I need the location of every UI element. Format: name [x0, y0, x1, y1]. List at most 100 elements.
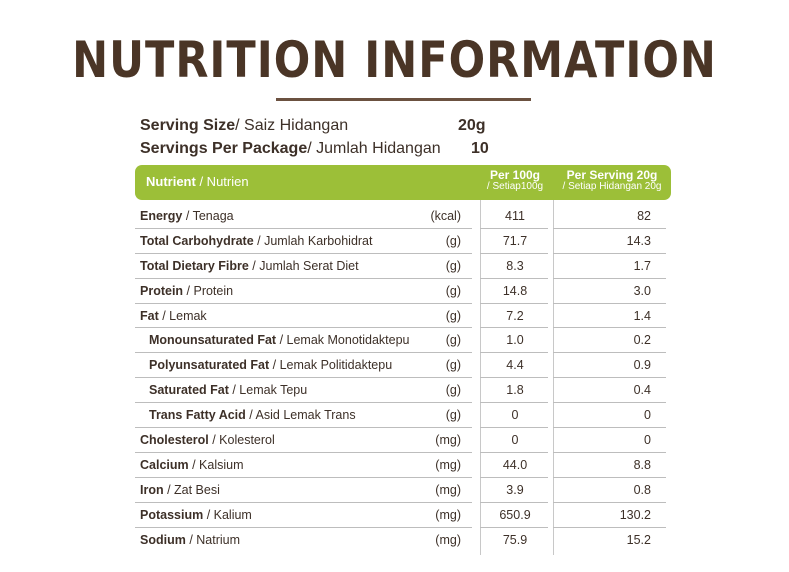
- servings-per-package-label: Servings Per Package: [140, 140, 308, 157]
- per100g-value: 0: [511, 433, 519, 448]
- nutrient-name: Total Carbohydrate / Jumlah Karbohidrat: [140, 234, 372, 248]
- nutrient-name-bold: Cholesterol: [140, 433, 209, 448]
- perserving-value: 82: [637, 209, 651, 223]
- table-row: Energy / Tenaga (kcal) 411 82: [135, 204, 671, 229]
- row-divider: [480, 402, 548, 404]
- nutrient-name-bold: Trans Fatty Acid: [149, 408, 246, 423]
- per100g-value: 8.3: [506, 258, 524, 273]
- row-divider: [553, 252, 666, 254]
- row-divider: [135, 526, 472, 528]
- nutrient-header-translation: / Nutrien: [195, 174, 249, 189]
- row-divider: [480, 501, 548, 503]
- row-divider: [480, 427, 548, 429]
- row-divider: [135, 277, 472, 279]
- row-divider: [480, 476, 548, 478]
- row-divider: [553, 501, 666, 503]
- row-divider: [135, 252, 472, 254]
- nutrient-name-translation: / Protein: [183, 283, 234, 298]
- per100g-value: 75.9: [502, 532, 528, 547]
- nutrient-header-label: Nutrient: [146, 174, 196, 189]
- perserving-value: 14.3: [626, 233, 651, 248]
- perserving-column-header: Per Serving 20g / Setiap Hidangan 20g: [553, 169, 671, 193]
- per100g-column-header: Per 100g / Setiap100g: [480, 169, 550, 193]
- nutrient-name-bold: Iron: [140, 482, 164, 497]
- nutrient-name-translation: / Kalsium: [188, 457, 244, 472]
- nutrient-name-bold: Potassium: [140, 507, 204, 522]
- table-row: Total Dietary Fibre / Jumlah Serat Diet (…: [135, 254, 671, 279]
- servings-per-package-value: 10: [471, 140, 489, 157]
- row-divider: [135, 501, 472, 503]
- table-row: Calcium / Kalsium (mg) 44.0 8.8: [135, 453, 671, 478]
- nutrient-name-translation: / Kolesterol: [208, 433, 275, 448]
- per100g-value: 411: [505, 209, 525, 223]
- nutrient-name-translation: / Jumlah Karbohidrat: [253, 233, 373, 248]
- row-divider: [553, 427, 666, 429]
- row-divider: [480, 526, 548, 528]
- table-row: Iron / Zat Besi (mg) 3.9 0.8: [135, 478, 671, 503]
- nutrient-unit: (mg): [435, 433, 461, 448]
- per100g-value: 3.9: [506, 482, 524, 497]
- nutrient-unit: (mg): [435, 482, 461, 497]
- serving-size-label-translation: / Saiz Hidangan: [235, 117, 349, 134]
- nutrient-unit: (g): [445, 308, 461, 323]
- row-divider: [553, 402, 666, 404]
- nutrient-unit: (mg): [435, 457, 461, 472]
- nutrient-unit: (g): [445, 233, 461, 248]
- nutrient-unit: (g): [445, 358, 461, 373]
- row-divider: [135, 227, 472, 229]
- nutrient-name: Fat / Lemak: [140, 309, 207, 323]
- nutrient-name-translation: / Jumlah Serat Diet: [248, 258, 359, 273]
- nutrient-name: Potassium / Kalium: [140, 508, 252, 522]
- nutrient-name-bold: Calcium: [140, 457, 189, 472]
- per100g-value: 14.8: [502, 283, 528, 298]
- nutrient-unit: (g): [445, 258, 461, 273]
- per100g-value: 44.0: [502, 457, 528, 472]
- nutrient-name: Trans Fatty Acid / Asid Lemak Trans: [149, 408, 356, 422]
- perserving-value: 0: [644, 433, 651, 448]
- row-divider: [553, 451, 666, 453]
- nutrient-name-translation: / Tenaga: [182, 209, 234, 223]
- perserving-header-translation: / Setiap Hidangan 20g: [562, 181, 662, 192]
- row-divider: [480, 352, 548, 354]
- nutrient-name-bold: Saturated Fat: [149, 383, 229, 398]
- perserving-value: 0.9: [633, 358, 651, 373]
- row-divider: [480, 451, 548, 453]
- per100g-value: 650.9: [499, 507, 531, 522]
- nutrient-name: Energy / Tenaga: [140, 209, 234, 223]
- nutrient-name-translation: / Kalium: [203, 507, 252, 522]
- row-divider: [480, 227, 548, 229]
- row-divider: [480, 277, 548, 279]
- table-row: Total Carbohydrate / Jumlah Karbohidrat (…: [135, 229, 671, 254]
- table-row: Fat / Lemak (g) 7.2 1.4: [135, 304, 671, 329]
- per100g-value: 4.4: [506, 358, 524, 373]
- nutrient-name-bold: Total Dietary Fibre: [140, 258, 249, 273]
- nutrient-unit: (mg): [435, 532, 461, 547]
- table-header: Nutrient / Nutrien Per 100g / Setiap100g…: [135, 165, 671, 200]
- row-divider: [480, 252, 548, 254]
- nutrient-name-translation: / Lemak Politidaktepu: [269, 358, 393, 373]
- row-divider: [135, 377, 472, 379]
- row-divider: [553, 277, 666, 279]
- perserving-value: 1.7: [633, 258, 651, 273]
- row-divider: [553, 377, 666, 379]
- perserving-value: 0.2: [633, 333, 651, 348]
- perserving-value: 0: [644, 408, 651, 423]
- nutrient-name-bold: Fat: [140, 308, 159, 323]
- row-divider: [480, 302, 548, 304]
- row-divider: [135, 402, 472, 404]
- row-divider: [135, 302, 472, 304]
- perserving-value: 3.0: [633, 283, 651, 298]
- nutrient-unit: (g): [445, 283, 461, 298]
- serving-size: Serving Size/ Saiz Hidangan 20g: [140, 117, 486, 135]
- perserving-value: 0.4: [633, 383, 651, 398]
- row-divider: [553, 227, 666, 229]
- row-divider: [553, 302, 666, 304]
- table-row: Monounsaturated Fat / Lemak Monotidaktep…: [135, 328, 671, 354]
- row-divider: [135, 427, 472, 429]
- nutrient-name-bold: Monounsaturated Fat: [149, 333, 277, 348]
- servings-per-package: Servings Per Package/ Jumlah Hidangan 10: [140, 140, 489, 158]
- perserving-value: 8.8: [633, 457, 651, 472]
- table-row: Saturated Fat / Lemak Tepu (g) 1.8 0.4: [135, 378, 671, 404]
- perserving-value: 1.4: [633, 308, 651, 323]
- row-divider: [135, 451, 472, 453]
